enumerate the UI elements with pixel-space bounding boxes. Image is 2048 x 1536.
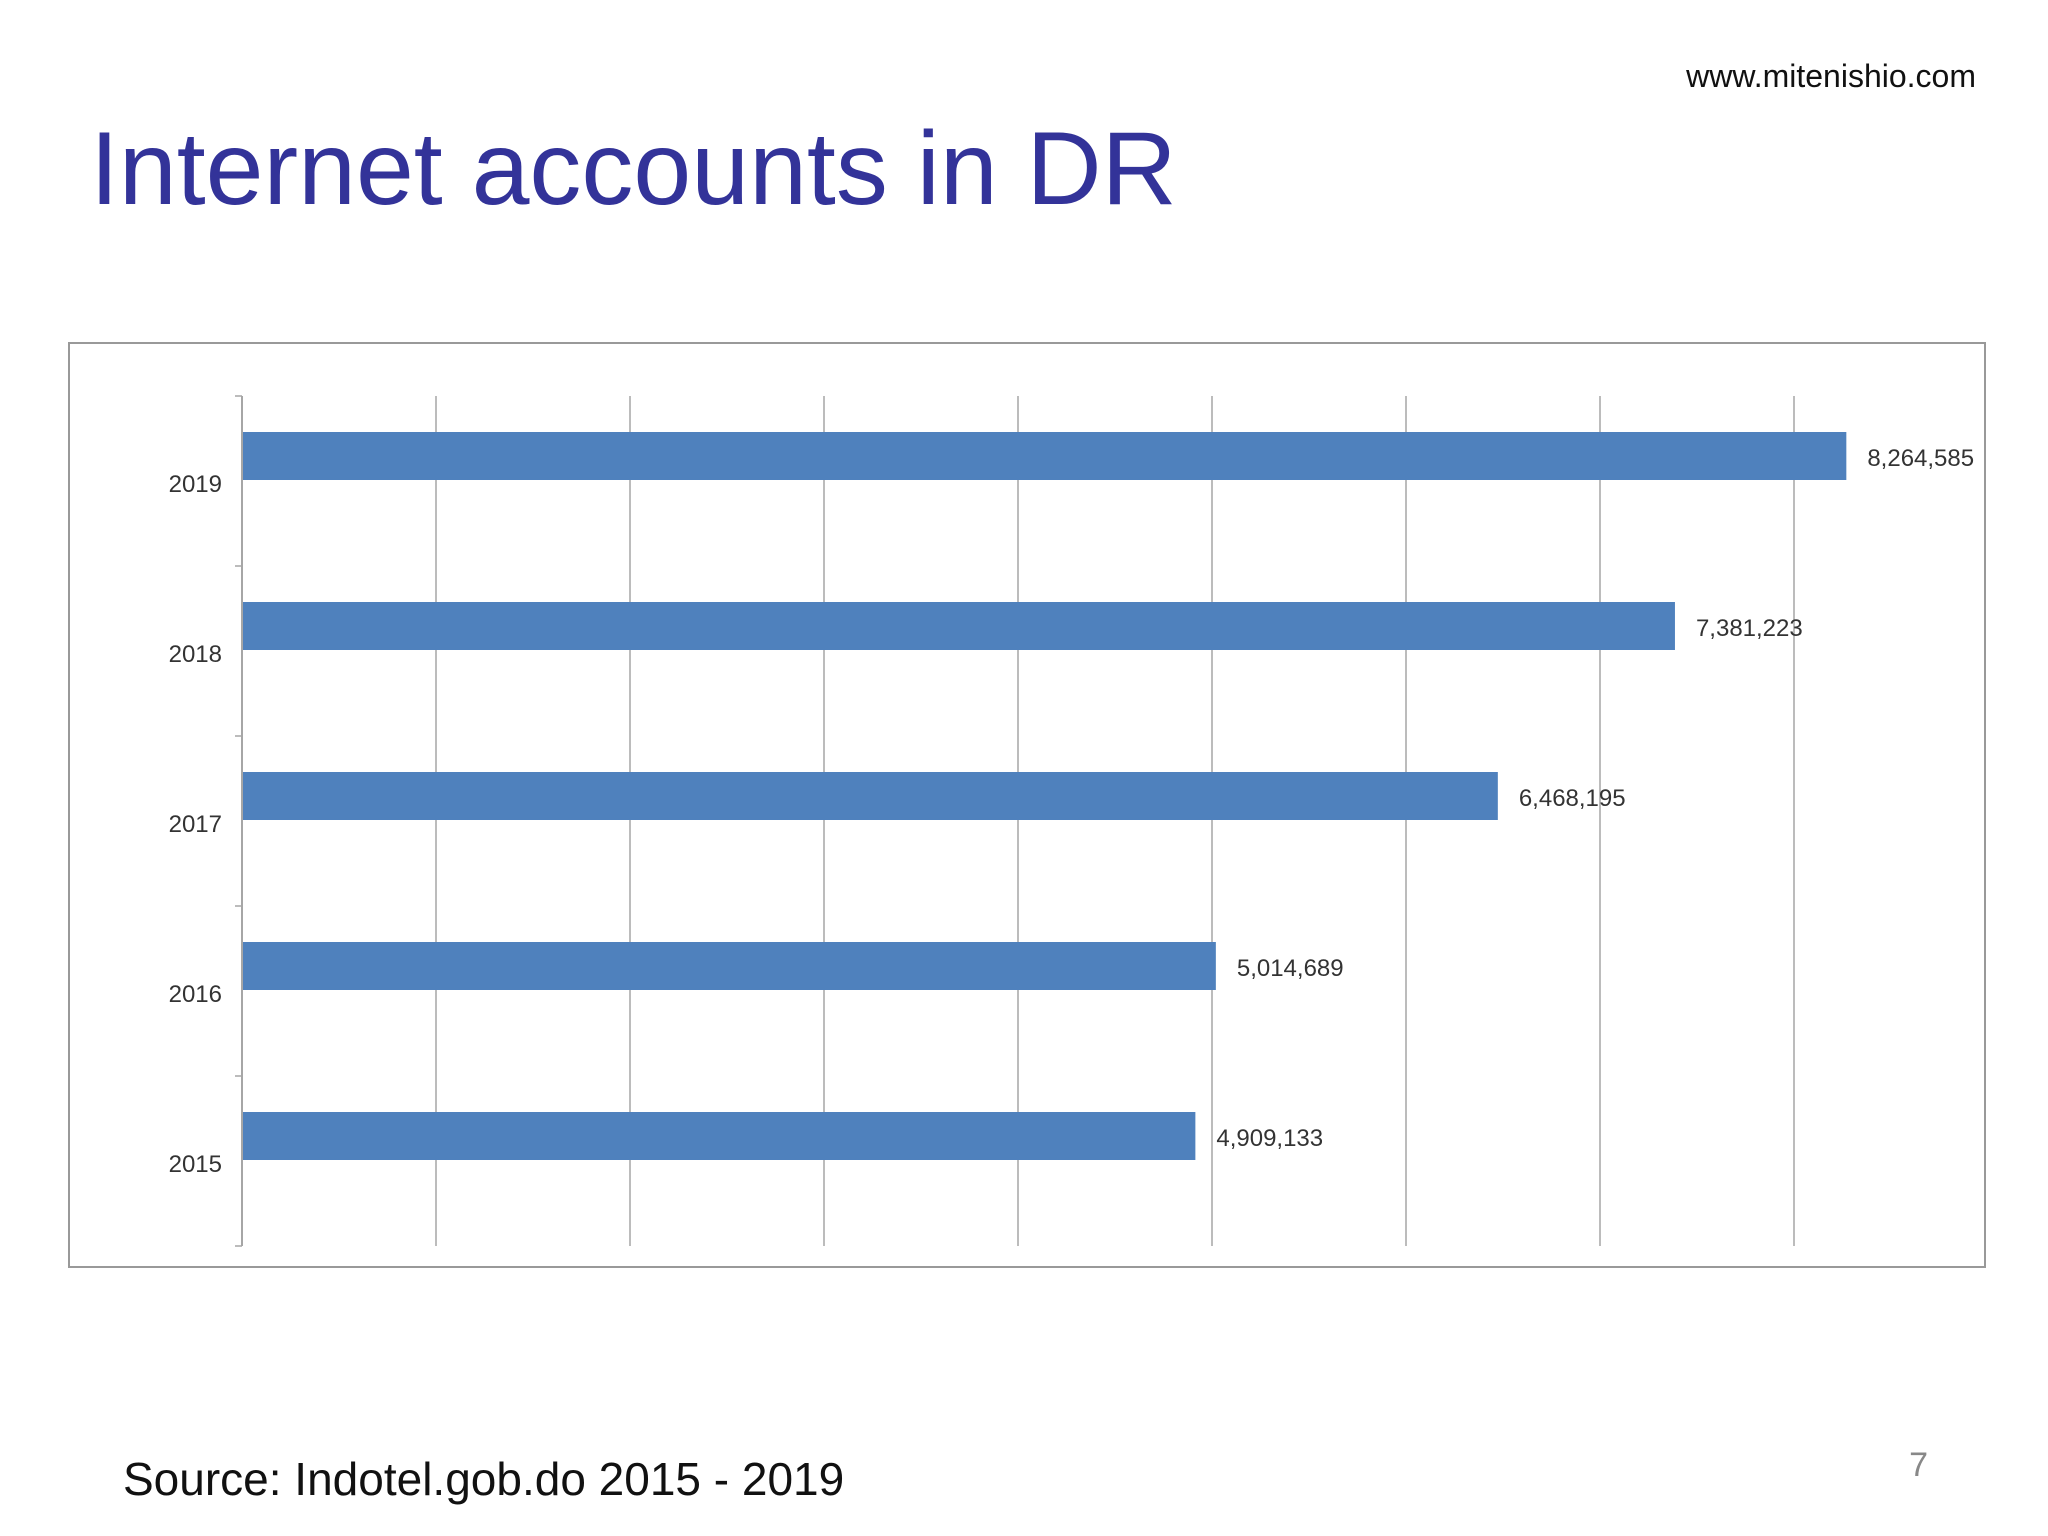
- data-label-2018: 7,381,223: [1696, 615, 1803, 642]
- data-label-2019: 8,264,585: [1867, 445, 1974, 472]
- category-label-2019: 2019: [169, 471, 222, 498]
- page-number: 7: [1909, 1446, 1928, 1484]
- category-label-2015: 2015: [169, 1151, 222, 1178]
- category-label-2018: 2018: [169, 641, 222, 668]
- website-url: www.mitenishio.com: [1686, 58, 1976, 94]
- bar-2017: [243, 772, 1498, 820]
- data-label-2017: 6,468,195: [1519, 785, 1626, 812]
- bar-2019: [243, 432, 1847, 480]
- bar-2015: [243, 1112, 1196, 1160]
- slide-title: Internet accounts in DR: [90, 111, 1177, 227]
- data-label-2015: 4,909,133: [1216, 1125, 1323, 1152]
- category-label-2016: 2016: [169, 981, 222, 1008]
- category-label-2017: 2017: [169, 811, 222, 838]
- data-label-2016: 5,014,689: [1237, 955, 1344, 982]
- bar-2016: [243, 942, 1216, 990]
- bar-2018: [243, 602, 1675, 650]
- bar-chart: 2019 8,264,585 2018 7,381,223 2017 6,468,195 2…: [169, 395, 1974, 1247]
- source-note: Source: Indotel.gob.do 2015 - 2019: [123, 1453, 845, 1505]
- chart-frame: 2019 8,264,585 2018 7,381,223 2017 6,468,195 2…: [68, 342, 1986, 1268]
